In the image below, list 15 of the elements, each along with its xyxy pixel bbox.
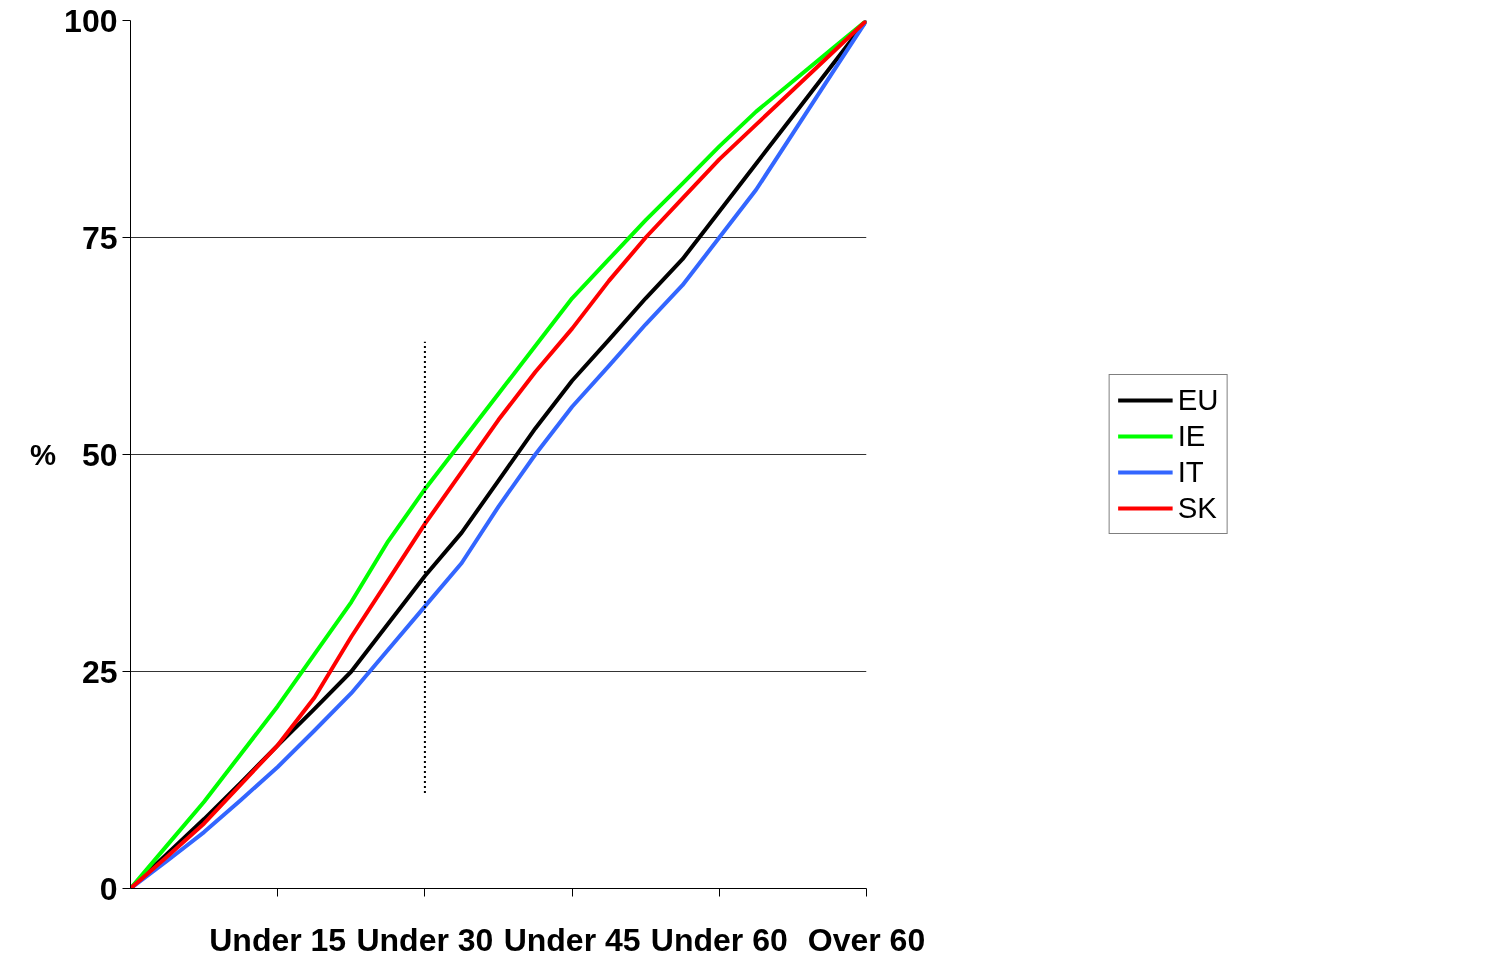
y-tick-label: 50 — [81, 436, 118, 473]
y-tick-label: 100 — [64, 2, 118, 39]
legend-label: IT — [1177, 455, 1204, 489]
x-tick-label: Over 60 — [807, 921, 926, 958]
y-tick-label: 25 — [81, 653, 118, 690]
x-tick-label: Under 60 — [650, 921, 788, 958]
y-tick-label: 0 — [99, 870, 118, 907]
x-tick-label: Under 15 — [209, 921, 347, 958]
x-tick-label: Under 30 — [356, 921, 494, 958]
x-tick-label: Under 45 — [503, 921, 641, 958]
legend-label: EU — [1177, 383, 1219, 417]
y-tick-label: 75 — [81, 219, 118, 256]
legend-label: IE — [1177, 419, 1206, 453]
y-axis-title: % — [30, 438, 57, 471]
legend-label: SK — [1177, 491, 1217, 525]
